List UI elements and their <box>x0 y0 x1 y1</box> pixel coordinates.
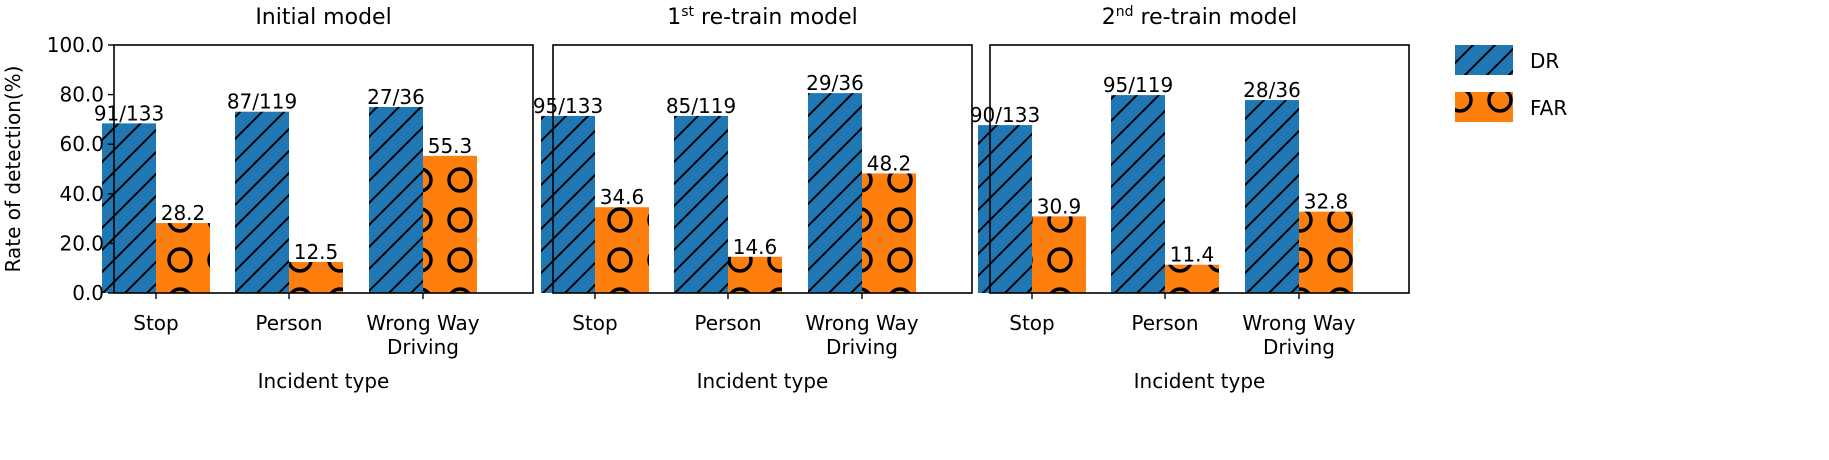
y-tick-label: 100.0 <box>47 33 104 57</box>
y-tick-label: 40.0 <box>59 182 104 206</box>
x-tick-label: Person <box>1131 311 1198 335</box>
x-axis-label: Incident type <box>258 369 390 393</box>
data-label-far-1: 28.2 <box>161 201 206 225</box>
x-axis-label: Incident type <box>697 369 829 393</box>
bar-far-1 <box>595 207 649 293</box>
data-label-dr-1: 90/133 <box>970 103 1040 127</box>
plot-root: 91/133 87/119 27/36 28.2 12.5 55.3 Stop Person W… <box>1 4 1567 393</box>
bar-far-3 <box>423 155 477 293</box>
x-tick-label: Driving <box>1263 335 1335 359</box>
bar-dr-1 <box>541 115 595 293</box>
legend-swatch-dr <box>1455 45 1513 75</box>
data-label-far-3: 32.8 <box>1304 190 1349 214</box>
bar-dr-1 <box>102 123 156 293</box>
data-label-far-2: 11.4 <box>1170 243 1215 267</box>
data-label-far-2: 12.5 <box>294 240 339 264</box>
x-tick-label: Person <box>694 311 761 335</box>
bar-far-3 <box>1299 211 1353 293</box>
y-tick-label: 80.0 <box>59 83 104 107</box>
x-tick-label: Person <box>255 311 322 335</box>
data-label-far-3: 48.2 <box>867 151 912 175</box>
panel-3: 90/133 95/119 28/36 30.9 11.4 32.8 Stop Person W… <box>970 4 1410 393</box>
bar-dr-3 <box>808 93 862 293</box>
x-tick-label: Wrong Way <box>805 311 918 335</box>
bar-dr-1 <box>978 125 1032 293</box>
axes-frame <box>113 44 534 294</box>
y-tick-label: 60.0 <box>59 132 104 156</box>
y-axis-label: Rate of detection(%) <box>1 66 25 273</box>
data-label-far-2: 14.6 <box>733 235 778 259</box>
x-tick-label: Stop <box>133 311 178 335</box>
x-tick-label: Driving <box>826 335 898 359</box>
y-tick-label: 20.0 <box>59 231 104 255</box>
bar-dr-2 <box>674 115 728 293</box>
data-label-dr-3: 29/36 <box>806 71 864 95</box>
x-tick-label: Stop <box>1009 311 1054 335</box>
bar-dr-3 <box>369 107 423 293</box>
data-label-dr-2: 87/119 <box>227 90 297 114</box>
x-axis-label: Incident type <box>1134 369 1266 393</box>
data-label-far-1: 34.6 <box>600 185 645 209</box>
legend: DR FAR <box>1455 45 1567 122</box>
legend-label-dr: DR <box>1530 49 1559 73</box>
data-label-dr-1: 91/133 <box>94 101 164 125</box>
data-label-far-1: 30.9 <box>1037 194 1082 218</box>
data-label-dr-3: 27/36 <box>367 85 425 109</box>
bar-far-2 <box>1165 264 1219 293</box>
data-label-dr-2: 85/119 <box>666 94 736 118</box>
data-label-dr-1: 95/133 <box>533 94 603 118</box>
data-label-dr-3: 28/36 <box>1243 78 1301 102</box>
panel-1: 91/133 87/119 27/36 28.2 12.5 55.3 Stop Person W… <box>1 5 534 393</box>
legend-label-far: FAR <box>1530 96 1567 120</box>
x-tick-label: Stop <box>572 311 617 335</box>
bar-dr-3 <box>1245 100 1299 293</box>
y-tick-label: 0.0 <box>72 281 104 305</box>
x-tick-label: Wrong Way <box>1242 311 1355 335</box>
bar-dr-2 <box>1111 95 1165 293</box>
data-label-dr-2: 95/119 <box>1103 73 1173 97</box>
bar-far-1 <box>156 223 210 293</box>
bar-far-1 <box>1032 216 1086 293</box>
bar-far-3 <box>862 173 916 293</box>
x-tick-label: Wrong Way <box>366 311 479 335</box>
legend-swatch-far <box>1455 92 1513 122</box>
bar-far-2 <box>289 262 343 293</box>
panel-2: 95/133 85/119 29/36 34.6 14.6 48.2 Stop Person W… <box>533 4 973 393</box>
axes-frame <box>552 44 973 294</box>
axes-frame <box>989 44 1410 294</box>
bar-dr-2 <box>235 111 289 293</box>
panel-title: 2nd re-train model <box>1102 4 1298 30</box>
panel-title: Initial model <box>255 5 391 30</box>
data-label-far-3: 55.3 <box>428 134 473 158</box>
panel-title: 1st re-train model <box>667 4 858 30</box>
x-tick-label: Driving <box>387 335 459 359</box>
bar-far-2 <box>728 256 782 293</box>
